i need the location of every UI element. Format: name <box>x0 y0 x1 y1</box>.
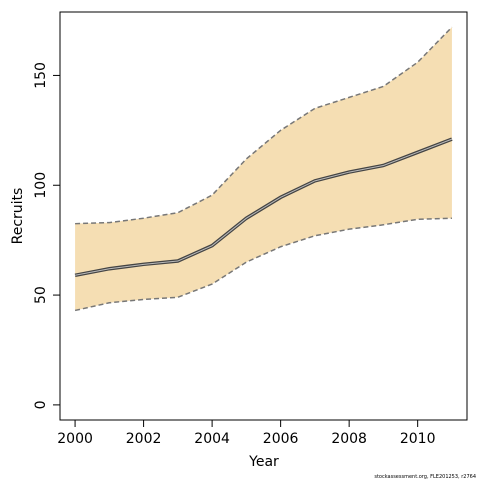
confidence-band <box>75 27 452 311</box>
y-tick-label: 50 <box>33 286 49 304</box>
x-tick-label: 2000 <box>57 431 93 447</box>
estimate-line-center <box>74 138 453 276</box>
y-axis-label: Recruits <box>10 188 26 245</box>
y-tick-label: 0 <box>33 400 49 409</box>
y-tick-label: 150 <box>33 62 49 89</box>
y-tick-label: 100 <box>33 172 49 199</box>
footer: stockassessment.org, FLE201253, r2764 <box>374 474 476 480</box>
x-tick-label: 2002 <box>126 431 162 447</box>
x-tick-label: 2008 <box>331 431 367 447</box>
x-tick-label: 2006 <box>263 431 299 447</box>
lower-bound <box>74 217 452 312</box>
x-tick-label: 2010 <box>400 431 436 447</box>
upper-bound <box>75 26 453 225</box>
plot-frame <box>59 11 468 421</box>
x-tick-label: 2004 <box>194 431 230 447</box>
x-axis-label: Year <box>248 454 279 470</box>
